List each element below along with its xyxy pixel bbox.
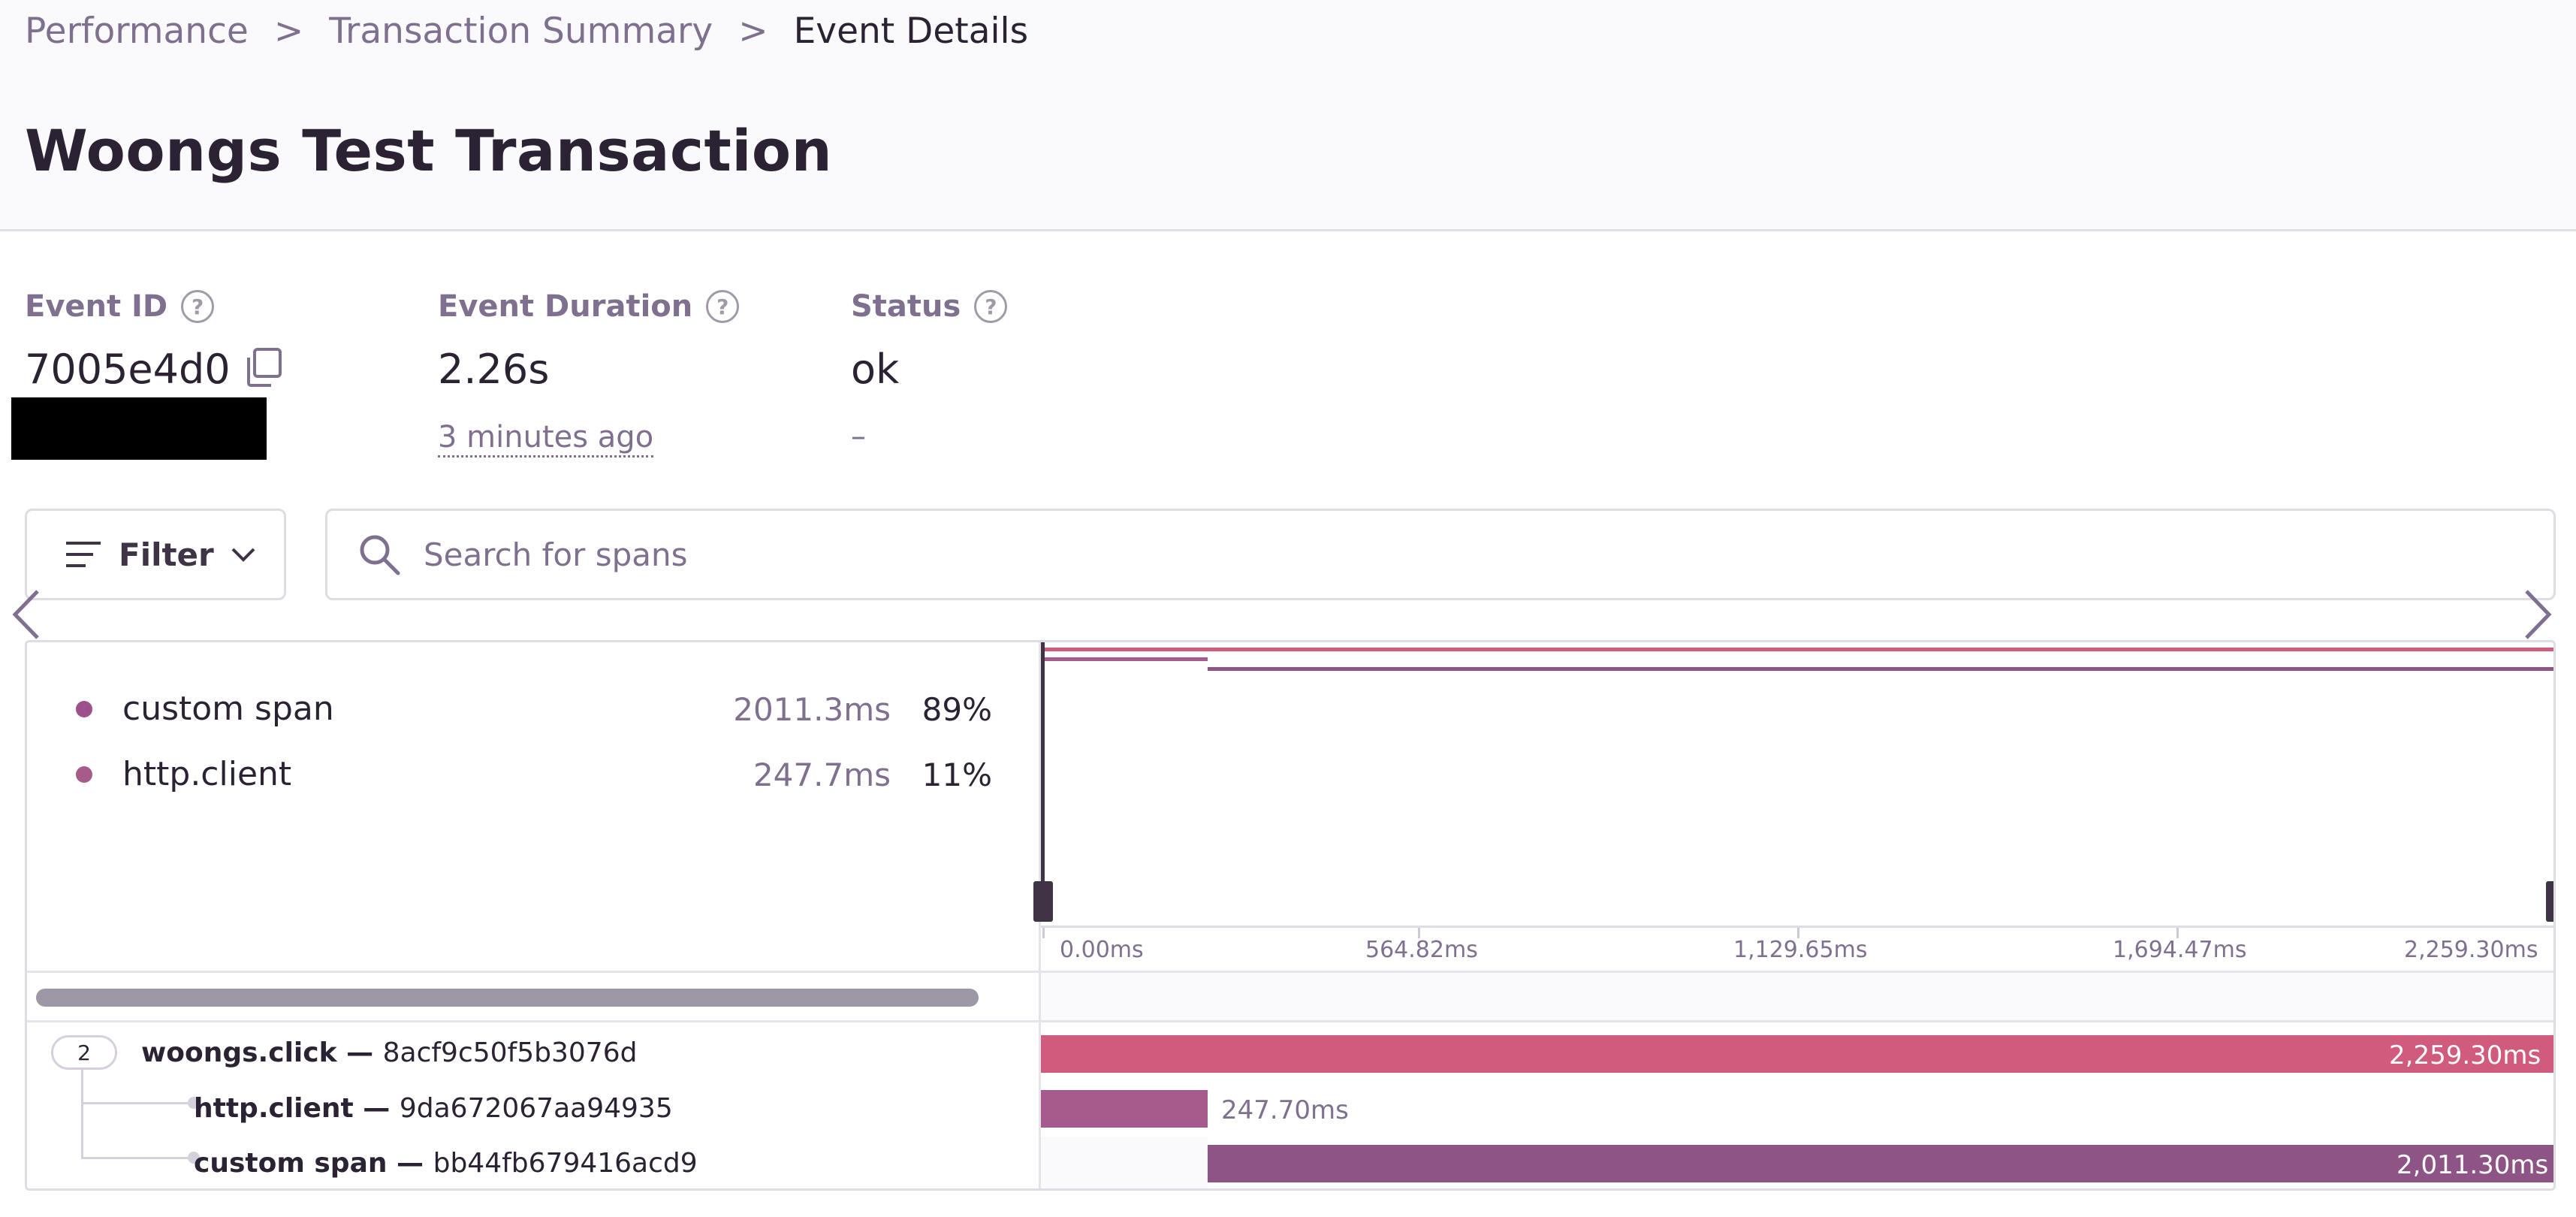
- status-sub: –: [851, 419, 866, 454]
- filter-button[interactable]: Filter: [25, 509, 286, 600]
- axis-tick: [2554, 928, 2556, 938]
- ops-breakdown-item[interactable]: http.client: [76, 755, 291, 793]
- event-duration-value: 2.26s: [438, 346, 550, 393]
- span-search[interactable]: [325, 509, 2556, 600]
- legend-dot: [76, 700, 92, 717]
- axis-tick: [1797, 928, 1799, 938]
- legend-dot: [76, 766, 92, 783]
- scroll-left-icon[interactable]: [11, 588, 41, 641]
- status-label: Status ?: [851, 289, 1008, 324]
- event-timestamp[interactable]: 3 minutes ago: [438, 419, 654, 458]
- span-title: custom span — bb44fb679416acd9: [194, 1148, 698, 1179]
- minimap[interactable]: [1041, 642, 2553, 926]
- search-icon: [360, 535, 400, 575]
- filter-label: Filter: [119, 536, 214, 573]
- tree-connector: [81, 1157, 194, 1159]
- page-header: Performance > Transaction Summary > Even…: [0, 0, 2576, 231]
- span-row[interactable]: http.client — 9da672067aa94935 247.70ms: [27, 1082, 2553, 1138]
- axis-tick-label: 2,259.30ms: [2404, 937, 2538, 963]
- span-row-gap: [1041, 1137, 1208, 1188]
- timeline-axis: [1041, 926, 2553, 928]
- tree-connector: [81, 1059, 83, 1158]
- ops-duration: 247.7ms: [753, 756, 891, 793]
- chevron-down-icon: [231, 548, 255, 562]
- help-icon[interactable]: ?: [706, 290, 740, 323]
- tree-node-dot: [188, 1152, 200, 1164]
- chevron-right-icon: >: [738, 11, 768, 52]
- axis-tick: [2176, 928, 2179, 938]
- trace-view: custom span 2011.3ms 89% http.client 247…: [25, 640, 2556, 1191]
- axis-tick-label: 564.82ms: [1365, 937, 1478, 963]
- page-title: Woongs Test Transaction: [25, 117, 833, 184]
- breadcrumb-performance[interactable]: Performance: [25, 11, 249, 52]
- span-bar[interactable]: [1208, 1145, 2553, 1182]
- span-bar[interactable]: [1041, 1090, 1208, 1128]
- span-bar[interactable]: [1041, 1035, 2553, 1073]
- span-row[interactable]: 2 woongs.click — 8acf9c50f5b3076d 2,259.…: [27, 1025, 2553, 1082]
- span-duration: 2,259.30ms: [2389, 1040, 2541, 1071]
- minimap-span-http: [1041, 657, 1208, 661]
- event-id-value: 7005e4d0: [25, 346, 231, 393]
- axis-tick-label: 0.00ms: [1060, 937, 1144, 963]
- minimap-left-grip[interactable]: [1033, 881, 1053, 922]
- help-icon[interactable]: ?: [974, 290, 1008, 323]
- help-icon[interactable]: ?: [181, 290, 215, 323]
- span-row[interactable]: custom span — bb44fb679416acd9 2,011.30m…: [27, 1137, 2553, 1188]
- minimap-right-handle[interactable]: [2554, 642, 2556, 920]
- minimap-left-handle[interactable]: [1041, 642, 1045, 920]
- tree-node-dot: [188, 1097, 200, 1109]
- ops-duration: 2011.3ms: [733, 691, 891, 728]
- axis-tick: [1418, 928, 1420, 938]
- scroll-right-icon[interactable]: [2523, 588, 2553, 641]
- axis-tick: [1042, 928, 1045, 938]
- scroll-row-bg: [1041, 973, 2553, 1020]
- filter-lines-icon: [66, 542, 101, 567]
- span-title: woongs.click — 8acf9c50f5b3076d: [141, 1037, 638, 1068]
- row-divider: [27, 971, 2553, 973]
- breadcrumb-event-details: Event Details: [793, 11, 1029, 52]
- status-value: ok: [851, 346, 900, 393]
- ops-breakdown-item[interactable]: custom span: [76, 690, 334, 728]
- search-input[interactable]: [422, 535, 2453, 574]
- tree-connector: [81, 1102, 194, 1104]
- span-duration: 2,011.30ms: [2397, 1150, 2549, 1180]
- axis-tick-label: 1,694.47ms: [2113, 937, 2247, 963]
- ops-percent: 89%: [922, 691, 992, 728]
- horizontal-scrollbar[interactable]: [36, 989, 979, 1007]
- span-title: http.client — 9da672067aa94935: [194, 1093, 673, 1124]
- span-duration: 247.70ms: [1221, 1095, 1349, 1125]
- chevron-right-icon: >: [273, 11, 304, 52]
- axis-tick-label: 1,129.65ms: [1733, 937, 1868, 963]
- event-id-label: Event ID ?: [25, 289, 215, 324]
- row-divider: [27, 1020, 2553, 1022]
- redacted-block: [11, 397, 267, 460]
- copy-icon[interactable]: [244, 347, 283, 388]
- children-count-toggle[interactable]: 2: [51, 1035, 117, 1070]
- minimap-span-root: [1041, 648, 2553, 651]
- event-duration-label: Event Duration ?: [438, 289, 740, 324]
- minimap-span-custom: [1208, 667, 2553, 671]
- breadcrumb-transaction-summary[interactable]: Transaction Summary: [329, 11, 713, 52]
- ops-percent: 11%: [922, 756, 992, 793]
- minimap-right-grip[interactable]: [2546, 881, 2553, 922]
- breadcrumb: Performance > Transaction Summary > Even…: [25, 11, 1028, 52]
